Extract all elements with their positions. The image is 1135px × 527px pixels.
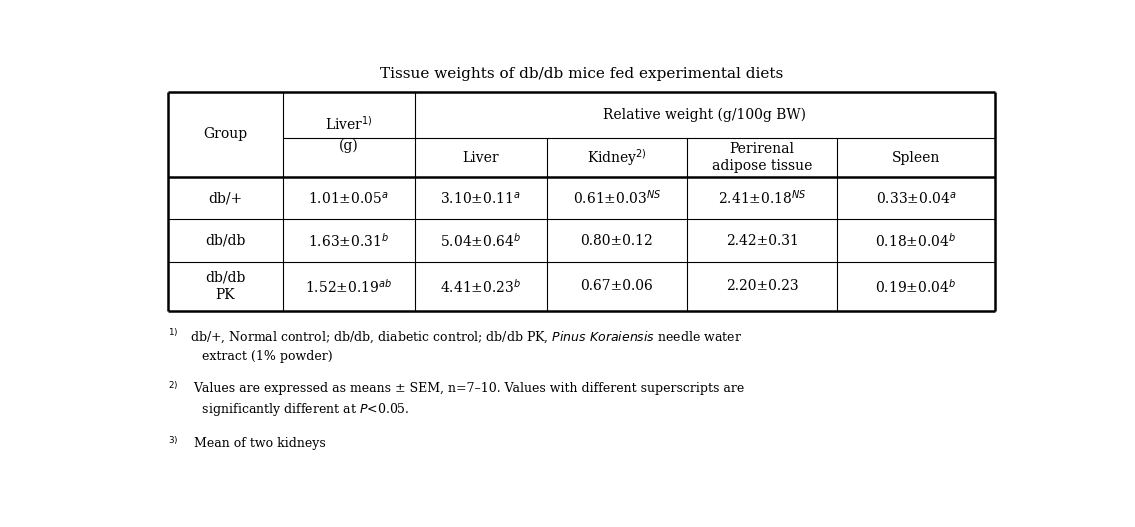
Text: 0.18±0.04$^{b}$: 0.18±0.04$^{b}$ (875, 232, 957, 250)
Text: Spleen: Spleen (892, 151, 940, 164)
Text: $^{2)}$: $^{2)}$ (168, 382, 178, 395)
Text: Liver: Liver (462, 151, 499, 164)
Text: 2.42±0.31: 2.42±0.31 (725, 234, 798, 248)
Text: 4.41±0.23$^{b}$: 4.41±0.23$^{b}$ (440, 278, 521, 295)
Text: $^{3)}$: $^{3)}$ (168, 436, 178, 450)
Text: 0.19±0.04$^{b}$: 0.19±0.04$^{b}$ (875, 278, 957, 295)
Text: Mean of two kidneys: Mean of two kidneys (191, 436, 326, 450)
Text: 0.67±0.06: 0.67±0.06 (580, 279, 654, 294)
Text: 2.20±0.23: 2.20±0.23 (725, 279, 798, 294)
Text: 0.33±0.04$^{a}$: 0.33±0.04$^{a}$ (875, 190, 957, 206)
Text: 0.80±0.12: 0.80±0.12 (580, 234, 654, 248)
Text: Perirenal
adipose tissue: Perirenal adipose tissue (712, 142, 813, 173)
Text: 3.10±0.11$^{a}$: 3.10±0.11$^{a}$ (440, 190, 521, 206)
Text: Liver$^{1)}$
(g): Liver$^{1)}$ (g) (325, 115, 372, 153)
Text: 5.04±0.64$^{b}$: 5.04±0.64$^{b}$ (440, 232, 521, 250)
Text: db/db: db/db (205, 234, 245, 248)
Text: 1.52±0.19$^{ab}$: 1.52±0.19$^{ab}$ (305, 278, 393, 295)
Text: 1.01±0.05$^{a}$: 1.01±0.05$^{a}$ (308, 190, 389, 206)
Text: Kidney$^{2)}$: Kidney$^{2)}$ (587, 147, 647, 168)
Text: $^{1)}$: $^{1)}$ (168, 329, 178, 342)
Text: 1.63±0.31$^{b}$: 1.63±0.31$^{b}$ (308, 232, 389, 250)
Text: Group: Group (203, 127, 247, 141)
Text: 2.41±0.18$^{NS}$: 2.41±0.18$^{NS}$ (717, 189, 806, 208)
Text: Values are expressed as means ± SEM, n=7–10. Values with different superscripts : Values are expressed as means ± SEM, n=7… (191, 382, 745, 418)
Text: db/+, Normal control; db/db, diabetic control; db/db PK, $\mathit{Pinus\ Koraien: db/+, Normal control; db/db, diabetic co… (191, 329, 742, 363)
Text: Relative weight (g/100g BW): Relative weight (g/100g BW) (604, 108, 806, 122)
Text: db/db
PK: db/db PK (205, 271, 245, 302)
Text: db/+: db/+ (209, 191, 243, 205)
Text: Tissue weights of db/db mice fed experimental diets: Tissue weights of db/db mice fed experim… (380, 67, 783, 81)
Text: 0.61±0.03$^{NS}$: 0.61±0.03$^{NS}$ (572, 189, 662, 208)
